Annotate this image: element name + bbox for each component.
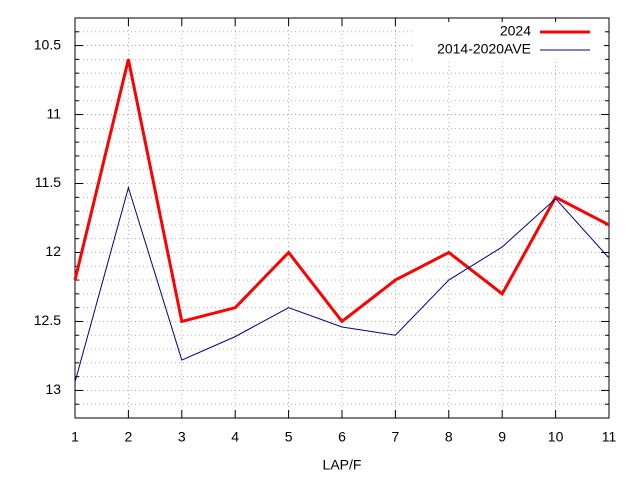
x-tick-label: 6: [338, 429, 346, 445]
x-tick-label: 4: [231, 429, 239, 445]
y-tick-label: 13: [45, 381, 61, 397]
x-tick-label: 11: [602, 429, 617, 445]
x-tick-label: 10: [548, 429, 564, 445]
series-line: [74, 185, 610, 383]
series-line: [73, 59, 610, 324]
legend-box: [414, 22, 604, 62]
legend-label: 2024: [500, 23, 531, 39]
x-tick-label: 7: [392, 429, 400, 445]
x-tick-label: 3: [178, 429, 186, 445]
x-tick-label: 2: [125, 429, 133, 445]
y-tick-label: 10.5: [34, 36, 61, 52]
y-tick-label: 12.5: [34, 312, 61, 328]
plot-frame: [74, 17, 610, 419]
x-tick-label: 5: [285, 429, 293, 445]
y-tick-label: 12: [45, 243, 61, 259]
x-tick-label: 1: [71, 429, 79, 445]
x-axis-label: LAP/F: [323, 457, 362, 473]
legend-label: 2014-2020AVE: [437, 41, 531, 57]
x-tick-label: 8: [445, 429, 453, 445]
x-tick-label: 9: [498, 429, 506, 445]
y-tick-label: 11.5: [35, 174, 61, 190]
y-tick-label: 11: [46, 105, 61, 121]
